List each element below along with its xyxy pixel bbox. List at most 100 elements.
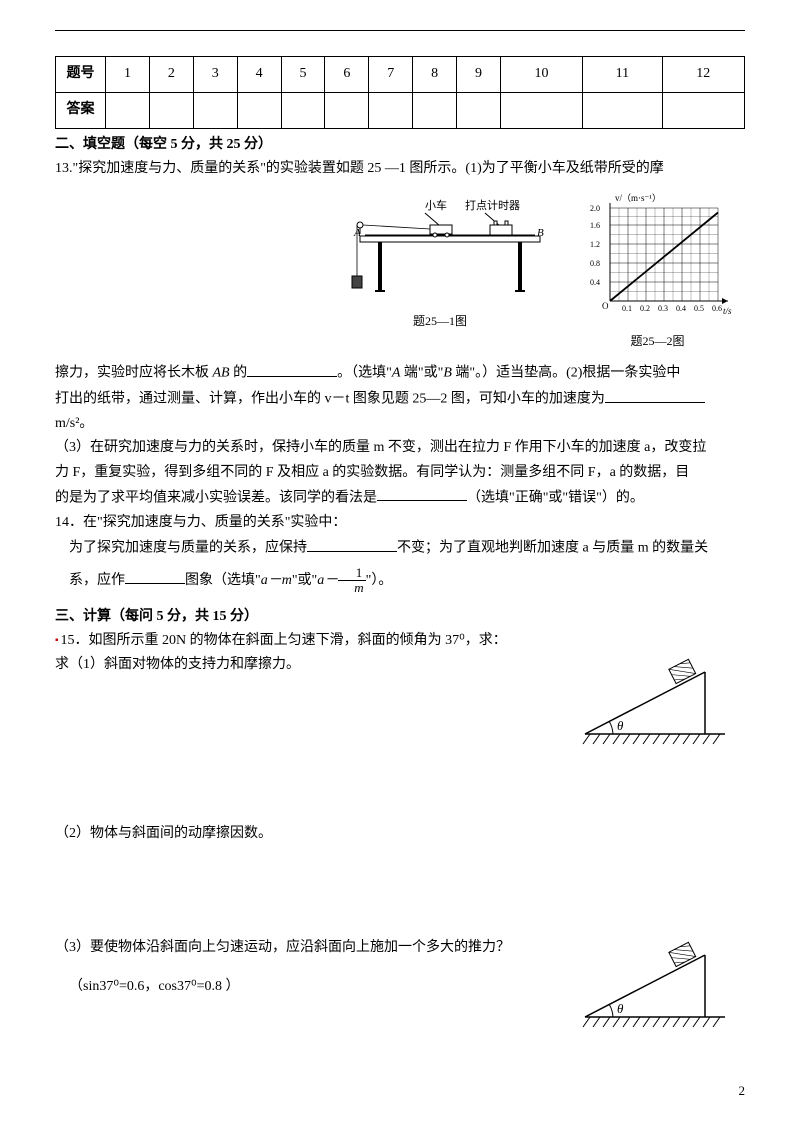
incline-figure-2: θ — [575, 937, 745, 1045]
section-2-title: 二、填空题（每空 5 分，共 25 分） — [55, 134, 745, 156]
cell[interactable] — [281, 93, 325, 129]
opt2a: a－ — [317, 573, 338, 588]
cell[interactable] — [193, 93, 237, 129]
blank-input[interactable] — [247, 361, 337, 376]
cell: 2 — [149, 57, 193, 93]
text: 。（选填" — [337, 366, 392, 381]
q15-part1-block: θ 求（1）斜面对物体的支持力和摩擦力。 — [55, 654, 745, 762]
q13-line1: 13."探究加速度与力、质量的关系"的实验装置如题 25 —1 图所示。(1)为… — [55, 158, 745, 180]
q14-line3: 系，应作 图象（选填"a－m"或"a－1m"）。 — [55, 566, 745, 596]
cell: 12 — [662, 57, 744, 93]
fraction: 1m — [338, 566, 365, 596]
cell[interactable] — [325, 93, 369, 129]
svg-text:1.2: 1.2 — [590, 240, 600, 249]
table-row: 答案 — [56, 93, 745, 129]
text: 擦力，实验时应将长木板 — [55, 366, 213, 381]
cell: 7 — [369, 57, 413, 93]
apparatus-figure: 小车 打点计时器 A B — [330, 191, 550, 352]
fig1-caption: 题25—1图 — [330, 312, 550, 331]
svg-text:0.4: 0.4 — [590, 278, 600, 287]
svg-text:0.8: 0.8 — [590, 259, 600, 268]
answer-table: 题号 1 2 3 4 5 6 7 8 9 10 11 12 答案 — [55, 56, 745, 129]
svg-text:1.6: 1.6 — [590, 221, 600, 230]
opt1: a－m — [261, 573, 292, 588]
svg-text:θ: θ — [617, 1001, 624, 1016]
text: "）。 — [366, 573, 393, 588]
page-number: 2 — [739, 1081, 746, 1102]
cell: 4 — [237, 57, 281, 93]
y-axis-label: v/（m·s⁻¹） — [615, 193, 661, 203]
cell: 5 — [281, 57, 325, 93]
row-label: 答案 — [56, 93, 106, 129]
cell[interactable] — [369, 93, 413, 129]
row-label: 题号 — [56, 57, 106, 93]
q13-line6: 力 F，重复实验，得到多组不同的 F 及相应 a 的实验数据。有同学认为：测量多… — [55, 462, 745, 484]
svg-text:t/s: t/s — [723, 306, 732, 316]
q13-line7: 的是为了求平均值来减小实验误差。该同学的看法是 （选填"正确"或"错误"）的。 — [55, 486, 745, 510]
marker-icon: ▪ — [55, 635, 59, 646]
svg-text:0.2: 0.2 — [640, 304, 650, 313]
blank-input[interactable] — [605, 387, 705, 402]
text: 图象（选填" — [185, 573, 261, 588]
table-row: 题号 1 2 3 4 5 6 7 8 9 10 11 12 — [56, 57, 745, 93]
svg-text:θ: θ — [617, 718, 624, 733]
B-label: B — [537, 227, 544, 239]
incline-figure-1: θ — [575, 654, 745, 762]
text: 打出的纸带，通过测量、计算，作出小车的 v－t 图象见题 25—2 图，可知小车… — [55, 392, 605, 407]
text: （选填"正确"或"错误"）的。 — [467, 490, 644, 505]
graph-figure: v/（m·s⁻¹） O 0.4 0.8 1.2 1.6 2.0 0.1 0.2 … — [580, 191, 735, 352]
cell: 1 — [106, 57, 150, 93]
header-rule — [55, 30, 745, 31]
cell: 11 — [583, 57, 662, 93]
graph-svg: v/（m·s⁻¹） O 0.4 0.8 1.2 1.6 2.0 0.1 0.2 … — [580, 191, 735, 321]
text: 15．如图所示重 20N 的物体在斜面上匀速下滑，斜面的倾角为 37⁰，求： — [61, 633, 507, 648]
text: 的是为了求平均值来减小实验误差。该同学的看法是 — [55, 490, 377, 505]
q14-line2: 为了探究加速度与质量的关系，应保持 不变；为了直观地判断加速度 a 与质量 m 的… — [55, 536, 745, 560]
q13-line2: 擦力，实验时应将长木板 AB 的。（选填"A 端"或"B 端"。）适当垫高。(2… — [55, 361, 745, 385]
cell: 10 — [500, 57, 582, 93]
text: 不变；为了直观地判断加速度 a 与质量 m 的数量关 — [397, 541, 708, 556]
cart-label: 小车 — [425, 198, 447, 212]
text: "或" — [292, 573, 317, 588]
fig2-caption: 题25—2图 — [580, 332, 735, 351]
q13-line4: m/s²。 — [55, 413, 745, 435]
svg-text:0.3: 0.3 — [658, 304, 668, 313]
svg-text:0.4: 0.4 — [676, 304, 686, 313]
section-3-title: 三、计算（每问 5 分，共 15 分） — [55, 606, 745, 628]
q15-part2: （2）物体与斜面间的动摩擦因数。 — [55, 823, 745, 845]
q13-line5: （3）在研究加速度与力的关系时，保持小车的质量 m 不变，测出在拉力 F 作用下… — [55, 437, 745, 459]
cell[interactable] — [149, 93, 193, 129]
svg-text:2.0: 2.0 — [590, 204, 600, 213]
cell: 9 — [457, 57, 501, 93]
cell[interactable] — [237, 93, 281, 129]
cell: 8 — [413, 57, 457, 93]
q15-part3-block: θ （3）要使物体沿斜面向上匀速运动，应沿斜面向上施加一个多大的推力？ （sin — [55, 937, 745, 1045]
cell[interactable] — [413, 93, 457, 129]
text: 为了探究加速度与质量的关系，应保持 — [69, 541, 307, 556]
timer-label: 打点计时器 — [465, 198, 520, 212]
cell[interactable] — [662, 93, 744, 129]
cell: 3 — [193, 57, 237, 93]
blank-input[interactable] — [125, 569, 185, 584]
ab-text: AB — [213, 366, 230, 381]
origin-label: O — [602, 301, 609, 311]
blank-input[interactable] — [377, 486, 467, 501]
b-text: B — [443, 366, 452, 381]
cell[interactable] — [500, 93, 582, 129]
cell: 6 — [325, 57, 369, 93]
q13-line3: 打出的纸带，通过测量、计算，作出小车的 v－t 图象见题 25—2 图，可知小车… — [55, 387, 745, 411]
svg-text:0.6: 0.6 — [712, 304, 722, 313]
figures-row: 小车 打点计时器 A B — [55, 191, 745, 352]
text: 端"。）适当垫高。(2)根据一条实验中 — [452, 366, 681, 381]
cell[interactable] — [457, 93, 501, 129]
apparatus-svg: 小车 打点计时器 A B — [330, 191, 550, 301]
text: 系，应作 — [69, 573, 125, 588]
svg-text:0.1: 0.1 — [622, 304, 632, 313]
cell[interactable] — [583, 93, 662, 129]
cell[interactable] — [106, 93, 150, 129]
q15-line1: ▪15．如图所示重 20N 的物体在斜面上匀速下滑，斜面的倾角为 37⁰，求： — [55, 630, 745, 652]
blank-input[interactable] — [307, 536, 397, 551]
q14-line1: 14．在"探究加速度与力、质量的关系"实验中： — [55, 512, 745, 534]
text: 端"或" — [400, 366, 443, 381]
text: 的 — [230, 366, 248, 381]
